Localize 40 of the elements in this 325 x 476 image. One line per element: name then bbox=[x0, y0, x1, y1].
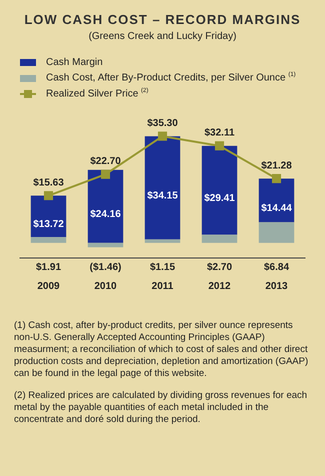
point bbox=[44, 191, 54, 200]
x-tick-label: 2013 bbox=[265, 280, 288, 292]
x-tick-label: 2009 bbox=[37, 280, 60, 292]
legend-label: Realized Silver Price $^{(2)}$ bbox=[46, 88, 148, 100]
data-label: $6.84 bbox=[264, 262, 290, 273]
bar bbox=[202, 146, 238, 235]
bar bbox=[144, 136, 180, 240]
data-label: $29.41 bbox=[204, 193, 236, 204]
data-label: $34.15 bbox=[147, 190, 178, 202]
point bbox=[100, 170, 110, 179]
bar bbox=[30, 237, 66, 243]
data-label: $22.70 bbox=[90, 156, 122, 168]
data-label: $14.44 bbox=[261, 203, 292, 214]
data-label: $13.72 bbox=[33, 219, 64, 230]
data-label: $15.63 bbox=[33, 177, 64, 188]
data-label: $32.11 bbox=[204, 128, 235, 139]
data-label: $24.16 bbox=[90, 209, 122, 220]
point bbox=[272, 174, 282, 184]
point bbox=[214, 141, 224, 150]
text: (1) Cash cost, after by-product credits, per silver ounce represents non-U.S. Generally Accepted Accounting Principles (GAAP) measurment; a reconciliation of which to cost of sales and other direct production costs and depreciation, depletion and amortization (GAAP) can be found in the legal page of this website. bbox=[14, 320, 310, 380]
data-label: $1.15 bbox=[150, 262, 176, 273]
bar bbox=[88, 170, 124, 243]
x-tick-label: 2011 bbox=[152, 280, 174, 292]
legend-label: Cash Cost, After By-Product Credits, per Silver Ounce $^{(1)}$ bbox=[46, 72, 296, 84]
bar bbox=[258, 222, 294, 243]
x-tick-label: 2010 bbox=[94, 280, 118, 292]
bar bbox=[88, 242, 124, 248]
data-label: $2.70 bbox=[206, 262, 232, 273]
text: (2) Realized prices are calculated by dividing gross revenues for each metal by the payable quantities of each metal included in the concentrate and doré sold during the period. bbox=[14, 390, 308, 426]
chart-title: LOW CASH COST – RECORD MARGINS bbox=[23, 12, 302, 27]
point bbox=[158, 132, 168, 141]
bar bbox=[144, 239, 180, 243]
data-label: ($1.46) bbox=[90, 262, 122, 273]
x-tick-label: 2012 bbox=[208, 280, 232, 292]
legend-label: Cash Margin bbox=[46, 56, 103, 68]
data-label: $21.28 bbox=[261, 160, 292, 172]
data-label: $35.30 bbox=[147, 118, 178, 129]
chart-subtitle: (Greens Creek and Lucky Friday) bbox=[88, 31, 238, 42]
bar bbox=[202, 234, 238, 243]
data-label: $1.91 bbox=[36, 262, 62, 273]
